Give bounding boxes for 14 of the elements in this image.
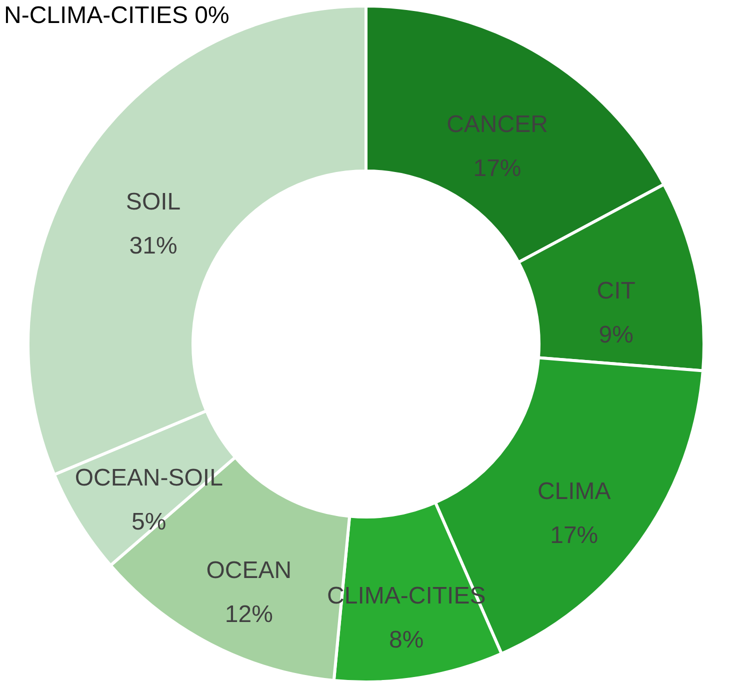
data-label: 31% — [129, 232, 178, 260]
slice-label: CANCER — [446, 110, 548, 138]
slice-label: CLIMA — [537, 478, 611, 506]
data-label: 17% — [550, 522, 598, 550]
text: N-CLIMA-CITIES 0% — [4, 2, 230, 29]
data-label: 12% — [224, 601, 273, 628]
data-label: 17% — [473, 154, 522, 182]
data-label: 8% — [389, 626, 424, 654]
data-label: 5% — [132, 508, 166, 536]
slice-label: SOIL — [126, 188, 181, 216]
data-label: 9% — [598, 322, 634, 349]
slice-label: OCEAN-SOIL — [74, 464, 223, 492]
slice-label: OCEAN — [206, 557, 292, 584]
slice-label: CIT — [596, 278, 636, 305]
